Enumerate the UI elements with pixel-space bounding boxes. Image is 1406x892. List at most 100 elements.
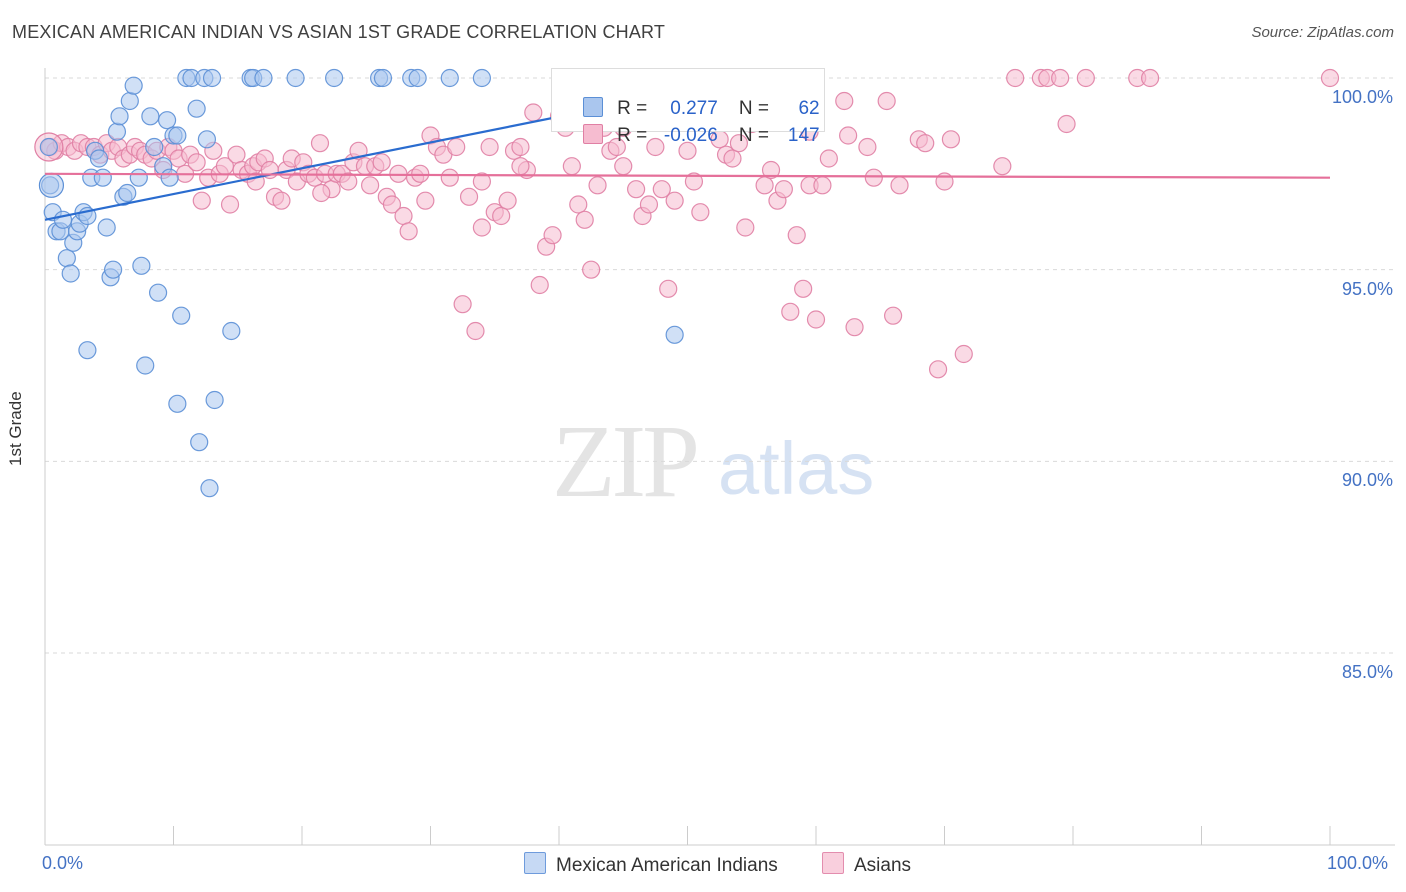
mexican-american-indians-point — [124, 76, 143, 95]
source-label: Source: ZipAtlas.com — [1251, 24, 1394, 41]
series-legend: Mexican American Indians Asians — [0, 852, 1406, 878]
y-axis-title: 1st Grade — [6, 391, 25, 466]
legend-n-label-blue: N = — [738, 98, 770, 119]
mexican-american-indians-point — [187, 99, 206, 118]
mexican-american-indians-point — [141, 107, 160, 126]
mexican-american-indians-point — [132, 256, 151, 275]
mexican-american-indians-point — [93, 168, 112, 187]
asians-point — [736, 218, 755, 237]
mexican-american-indians-point — [665, 325, 684, 344]
chart-title: MEXICAN AMERICAN INDIAN VS ASIAN 1ST GRA… — [12, 22, 666, 42]
mexican-american-indians-point — [197, 130, 217, 149]
asians-point — [761, 160, 781, 180]
watermark-atlas: atlas — [718, 427, 875, 510]
asians-point — [678, 141, 697, 160]
asians-point — [1006, 68, 1025, 88]
asians-point — [729, 134, 749, 153]
legend-r-label-blue: R = — [617, 98, 648, 119]
mexican-american-indians-point — [286, 68, 305, 88]
asians-point — [781, 302, 800, 321]
mexican-american-indians-point — [168, 126, 187, 145]
asians-point — [774, 180, 793, 199]
asians-point — [459, 187, 479, 206]
y-tick-label: 90.0% — [1341, 470, 1393, 491]
asians-point — [665, 191, 684, 210]
legend-item-asians[interactable]: Asians — [822, 852, 911, 877]
correlation-legend: R = 0.277 N = 62 R = -0.026 N = 147 — [551, 68, 825, 146]
legend-label-mexican-american-indians: Mexican American Indians — [556, 855, 778, 876]
legend-swatch-mexican-american-indians — [524, 852, 546, 874]
mexican-american-indians-point — [222, 321, 241, 341]
mexican-american-indians-point — [129, 168, 148, 187]
asians-point — [1051, 68, 1070, 88]
y-tick-label: 100.0% — [1331, 87, 1393, 107]
mexican-american-indians-point — [78, 341, 97, 360]
legend-item-mexican-american-indians[interactable]: Mexican American Indians — [524, 852, 778, 877]
x-tick-label-min: 0.0% — [42, 853, 84, 873]
mexican-american-indians-point — [325, 68, 344, 88]
asians-point — [472, 172, 491, 191]
asians-point — [372, 153, 391, 172]
asians-point — [220, 195, 240, 214]
mexican-american-indians-point — [408, 68, 427, 88]
x-tick-label-max: 100.0% — [1327, 853, 1389, 873]
asians-point — [511, 157, 530, 176]
mexican-american-indians-point — [157, 111, 177, 130]
mexican-american-indians-point — [120, 91, 139, 111]
asians-point — [1140, 68, 1160, 88]
mexican-american-indians-point — [39, 137, 58, 157]
asians-point — [877, 91, 896, 111]
mexican-american-indians-point — [145, 137, 164, 157]
mexican-american-indians-point — [160, 168, 179, 187]
asians-point — [575, 210, 594, 229]
mexican-american-indians-point — [373, 68, 393, 88]
asians-point — [192, 191, 211, 210]
asians-point — [755, 176, 774, 195]
asians-point — [440, 168, 459, 187]
asians-point — [819, 149, 838, 168]
legend-r-label-pink: R = — [617, 125, 648, 146]
asians-point — [382, 195, 402, 214]
mexican-american-indians-point — [172, 306, 191, 325]
asians-point — [1057, 114, 1076, 134]
legend-r-value-blue: 0.277 — [670, 98, 718, 119]
asians-point — [839, 126, 858, 145]
legend-r-value-pink: -0.026 — [663, 125, 718, 146]
asians-point — [453, 295, 472, 314]
asians-point — [447, 137, 466, 157]
mexican-american-indians-point — [61, 264, 80, 283]
asians-point — [864, 168, 883, 187]
legend-swatch-asians — [822, 852, 844, 874]
asians-point — [530, 275, 549, 295]
asians-point — [883, 306, 903, 325]
asians-point — [684, 172, 704, 191]
asians-point — [916, 134, 935, 153]
asians-point — [227, 145, 246, 164]
asians-point — [607, 137, 626, 157]
asians-point — [993, 157, 1012, 176]
mexican-american-indians-point — [97, 218, 116, 237]
asians-point — [723, 149, 742, 168]
mexican-american-indians-point — [190, 433, 209, 452]
asians-point — [588, 176, 607, 195]
asians-point — [1076, 68, 1095, 88]
mexican-american-indians-points — [38, 68, 684, 498]
mexican-american-indians-point — [168, 394, 187, 413]
asians-point — [890, 176, 909, 195]
asians-point — [312, 183, 331, 203]
asians-point — [626, 180, 646, 199]
asians-point — [614, 157, 633, 176]
asians-point — [310, 134, 330, 153]
mexican-american-indians-point — [107, 122, 127, 141]
legend-n-value-blue: 62 — [798, 98, 820, 119]
legend-label-asians: Asians — [854, 855, 912, 876]
y-tick-label: 85.0% — [1341, 662, 1393, 682]
asians-point — [361, 176, 380, 195]
asians-point — [472, 218, 491, 237]
asians-point — [498, 191, 517, 210]
asians-point — [543, 226, 562, 245]
axes — [44, 68, 1395, 846]
legend-n-label-pink: N = — [738, 125, 770, 146]
asians-point — [399, 222, 418, 241]
asians-point — [492, 206, 511, 226]
